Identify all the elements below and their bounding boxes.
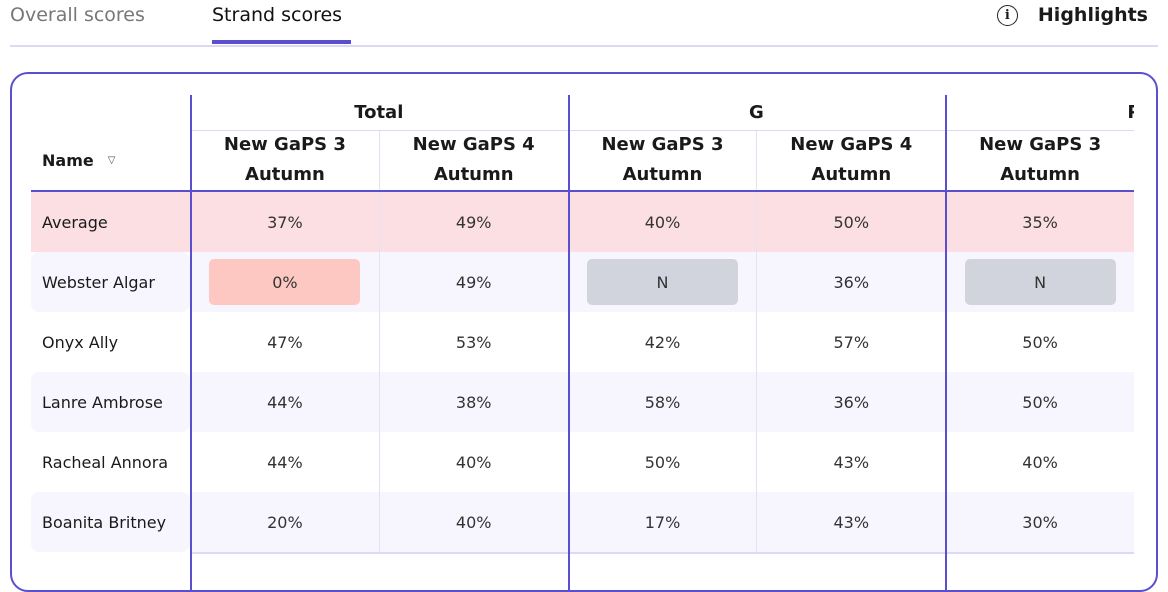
score-value: 20% — [267, 512, 303, 532]
group-divider — [945, 95, 948, 590]
name-column-header[interactable]: Name ▽ — [31, 130, 190, 190]
student-name[interactable]: Lanre Ambrose — [31, 372, 190, 432]
score-cell: 38% — [378, 372, 568, 432]
score-cell: 35% — [945, 192, 1134, 252]
score-value: 42% — [644, 332, 681, 352]
score-cell: 50% — [945, 312, 1134, 372]
score-value: 50% — [644, 452, 681, 472]
score-value: 40% — [455, 452, 492, 472]
no-data-badge: N — [586, 259, 738, 305]
score-value: 43% — [833, 512, 870, 532]
student-name[interactable]: Racheal Annora — [31, 432, 190, 492]
score-value: 17% — [644, 512, 681, 532]
score-value: 53% — [455, 332, 492, 352]
column-header: New GaPS 3 Autumn — [190, 130, 379, 190]
score-cell: 43% — [756, 432, 946, 492]
score-cell: 50% — [567, 432, 757, 492]
score-value: 44% — [267, 452, 303, 472]
average-row: Average 37% 49% 40% 50% 35% — [31, 192, 1134, 252]
score-cell: 42% — [567, 312, 757, 372]
info-icon: i — [996, 4, 1018, 26]
score-value: 58% — [644, 392, 681, 412]
group-header: Total — [354, 102, 404, 123]
score-value: 35% — [1022, 212, 1058, 232]
score-cell: 58% — [567, 372, 757, 432]
score-value: 37% — [267, 212, 303, 232]
score-value: 30% — [1022, 512, 1058, 532]
highlights-label: Highlights — [1037, 4, 1148, 26]
score-value: 50% — [833, 212, 870, 232]
score-cell: 57% — [756, 312, 946, 372]
score-cell: 20% — [190, 492, 379, 552]
table-row: Webster Algar 0% 49% N 36% N — [31, 252, 1134, 312]
score-value: 40% — [1022, 452, 1058, 472]
score-value: 49% — [455, 212, 492, 232]
tab-strand-scores[interactable]: Strand scores — [212, 4, 343, 26]
score-cell: 47% — [190, 312, 379, 372]
column-header: New GaPS 4 Autumn — [756, 130, 945, 190]
score-value: 38% — [455, 392, 492, 412]
score-cell: 17% — [567, 492, 757, 552]
score-cell: 36% — [756, 252, 946, 312]
name-header-label: Name — [42, 150, 94, 170]
score-cell: N — [567, 252, 757, 312]
group-header: G — [749, 102, 764, 123]
student-name[interactable]: Webster Algar — [31, 252, 190, 312]
student-name[interactable]: Onyx Ally — [31, 312, 190, 372]
tab-bar: Overall scores Strand scores i Highlight… — [10, 0, 1158, 47]
table-row: Onyx Ally 47% 53% 42% 57% 50% — [31, 312, 1134, 372]
score-value: 57% — [833, 332, 870, 352]
score-cell: 50% — [756, 192, 946, 252]
score-cell: 36% — [756, 372, 946, 432]
highlights-button[interactable]: i Highlights — [996, 4, 1148, 26]
score-value: 40% — [644, 212, 681, 232]
header-divider — [190, 130, 1134, 131]
tab-overall-scores[interactable]: Overall scores — [10, 4, 145, 26]
score-value: 47% — [267, 332, 303, 352]
score-cell: 40% — [567, 192, 757, 252]
score-value: 36% — [833, 272, 870, 292]
score-cell: 0% — [190, 252, 379, 312]
low-score-badge: 0% — [209, 259, 361, 305]
score-cell: 40% — [378, 432, 568, 492]
score-value: 50% — [1022, 332, 1058, 352]
score-cell: 30% — [945, 492, 1134, 552]
score-value: 43% — [833, 452, 870, 472]
score-cell: 50% — [945, 372, 1134, 432]
score-value: 50% — [1022, 392, 1058, 412]
score-cell: 40% — [945, 432, 1134, 492]
score-cell: N — [945, 252, 1134, 312]
score-value: 36% — [833, 392, 870, 412]
table-row: Racheal Annora 44% 40% 50% 43% 40% — [31, 432, 1134, 492]
score-cell: 44% — [190, 432, 379, 492]
score-value: 49% — [455, 272, 492, 292]
score-cell: 49% — [378, 192, 568, 252]
row-divider — [190, 552, 1134, 554]
group-divider — [190, 95, 192, 590]
no-data-badge: N — [964, 259, 1116, 305]
header-bottom-line — [31, 190, 1134, 192]
student-name: Average — [31, 192, 190, 252]
table-row: Lanre Ambrose 44% 38% 58% 36% 50% — [31, 372, 1134, 432]
score-value: 44% — [267, 392, 303, 412]
table-row: Boanita Britney 20% 40% 17% 43% 30% — [31, 492, 1134, 552]
score-cell: 53% — [378, 312, 568, 372]
sort-down-icon[interactable]: ▽ — [107, 154, 116, 166]
score-cell: 44% — [190, 372, 379, 432]
column-header: New GaPS 4 Autumn — [378, 130, 568, 190]
score-cell: 49% — [378, 252, 568, 312]
score-value: 40% — [455, 512, 492, 532]
student-name[interactable]: Boanita Britney — [31, 492, 190, 552]
group-divider — [567, 95, 570, 590]
score-cell: 43% — [756, 492, 946, 552]
active-tab-indicator — [212, 40, 351, 44]
column-header: New GaPS 3 Autumn — [945, 130, 1134, 190]
group-header: P — [945, 95, 1134, 130]
score-cell: 37% — [190, 192, 379, 252]
column-header: New GaPS 3 Autumn — [567, 130, 757, 190]
score-cell: 40% — [378, 492, 568, 552]
